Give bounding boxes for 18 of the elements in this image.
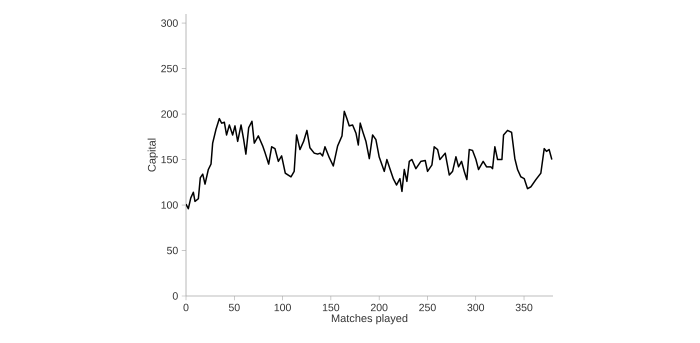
x-axis-title: Matches played — [332, 314, 408, 324]
x-tick-label: 150 — [322, 304, 340, 312]
line-series — [186, 110, 553, 210]
y-tick-label: 200 — [161, 110, 178, 118]
x-tick-label: 300 — [467, 304, 484, 312]
x-tick-label: 100 — [274, 304, 291, 312]
y-tick-label: 0 — [172, 292, 178, 300]
y-tick-label: 150 — [162, 156, 178, 164]
x-tick-label: 250 — [419, 304, 436, 312]
y-tick-label: 50 — [166, 246, 178, 254]
x-tick-label: 50 — [228, 304, 240, 312]
y-tick-label: 250 — [161, 64, 178, 72]
y-tick-label: 100 — [162, 201, 178, 209]
x-tick-label: 0 — [183, 304, 189, 312]
x-tick-label: 350 — [516, 304, 532, 312]
x-tick-label: 200 — [370, 304, 388, 312]
y-axis-title: Capital — [148, 138, 158, 172]
y-tick-label: 300 — [161, 19, 178, 27]
